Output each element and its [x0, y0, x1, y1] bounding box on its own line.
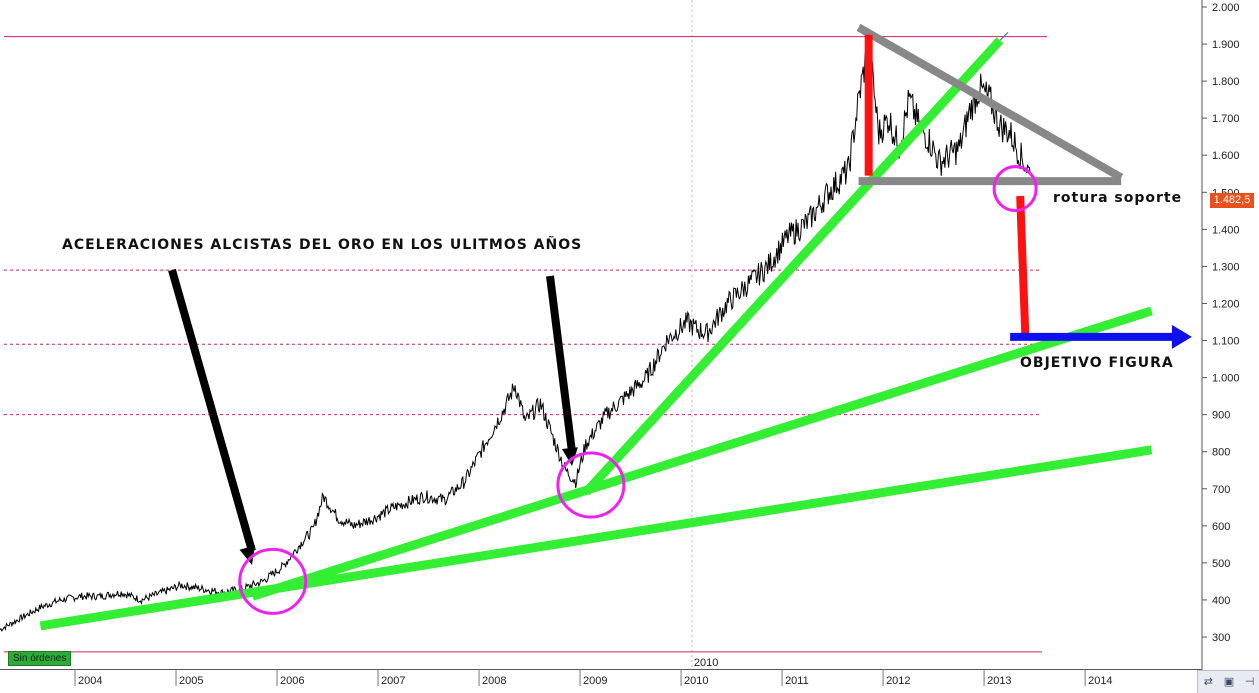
target-arrow-head — [1171, 324, 1192, 349]
trend-lines — [39, 31, 1153, 631]
y-tick-label: 1.300 — [1212, 261, 1240, 273]
trend-line-tail — [999, 31, 1009, 41]
x-tick-label: 2012 — [886, 675, 910, 687]
y-tick-label: 1.600 — [1212, 150, 1240, 162]
y-axis-panel — [1202, 0, 1259, 670]
triangle-upper — [856, 23, 1124, 181]
price-series — [0, 33, 1031, 632]
x-marker-label: 2010 — [694, 657, 718, 669]
red-measures — [864, 34, 1030, 334]
highlight-circle — [238, 547, 308, 615]
headline-annotation: ACELERACIONES ALCISTAS DEL ORO EN LOS UL… — [62, 236, 582, 253]
black-arrow-shaft — [168, 268, 256, 553]
highlight-circle — [992, 165, 1038, 213]
y-tick-label: 800 — [1212, 447, 1230, 459]
last-price-tag: 1.482,5 — [1210, 193, 1254, 208]
y-tick-label: 1.900 — [1212, 39, 1240, 51]
target-annotation: OBJETIVO FIGURA — [1020, 355, 1174, 371]
y-tick-label: 1.700 — [1212, 113, 1240, 125]
scroll-icon[interactable]: ⇄ — [1203, 675, 1213, 688]
x-tick-label: 2009 — [583, 675, 607, 687]
y-tick-label: 400 — [1212, 595, 1230, 607]
target-arrow — [1010, 324, 1192, 349]
x-tick-label: 2013 — [987, 675, 1011, 687]
x-tick-label: 2007 — [381, 675, 405, 687]
y-tick-label: 1.100 — [1212, 336, 1240, 348]
highlight-circle — [556, 451, 626, 519]
x-tick-label: 2008 — [482, 675, 506, 687]
x-tick-label: 2010 — [684, 675, 708, 687]
status-badge: Sin órdenes — [8, 651, 72, 666]
black-arrows — [168, 268, 578, 565]
x-tick-label: 2014 — [1088, 675, 1112, 687]
y-tick-label: 1.400 — [1212, 224, 1240, 236]
save-icon[interactable]: ▣ — [1223, 675, 1235, 688]
y-tick-label: 500 — [1212, 558, 1230, 570]
pin-icon[interactable]: ⊣ — [1244, 675, 1255, 688]
x-tick-label: 2011 — [785, 675, 809, 687]
x-tick-label: 2005 — [179, 675, 203, 687]
price-line — [0, 33, 1031, 632]
y-tick-label: 300 — [1212, 632, 1230, 644]
black-arrow-shaft — [546, 275, 576, 453]
y-tick-label: 1.800 — [1212, 76, 1240, 88]
trend-line — [251, 306, 1153, 601]
y-tick-label: 600 — [1212, 521, 1230, 533]
x-tick-label: 2006 — [280, 675, 304, 687]
black-arrow-head — [239, 545, 256, 565]
y-tick-label: 2.000 — [1212, 2, 1240, 14]
y-tick-label: 1.000 — [1212, 373, 1240, 385]
y-tick-label: 700 — [1212, 484, 1230, 496]
y-tick-label: 900 — [1212, 410, 1230, 422]
y-tick-label: 1.200 — [1212, 298, 1240, 310]
highlight-circles — [238, 165, 1038, 615]
triangle-pattern — [856, 23, 1124, 186]
horizontal-lines — [4, 36, 1047, 653]
black-arrow-head — [561, 447, 578, 466]
trend-line — [582, 37, 1004, 496]
support-break-annotation: rotura soporte — [1053, 190, 1182, 206]
x-tick-label: 2004 — [78, 675, 102, 687]
measure-line — [1016, 195, 1030, 334]
trend-line — [39, 445, 1153, 631]
annotations: ACELERACIONES ALCISTAS DEL ORO EN LOS UL… — [62, 190, 1182, 371]
chart-toolbar: ⇄ ▣ ⊣ — [1197, 670, 1259, 693]
